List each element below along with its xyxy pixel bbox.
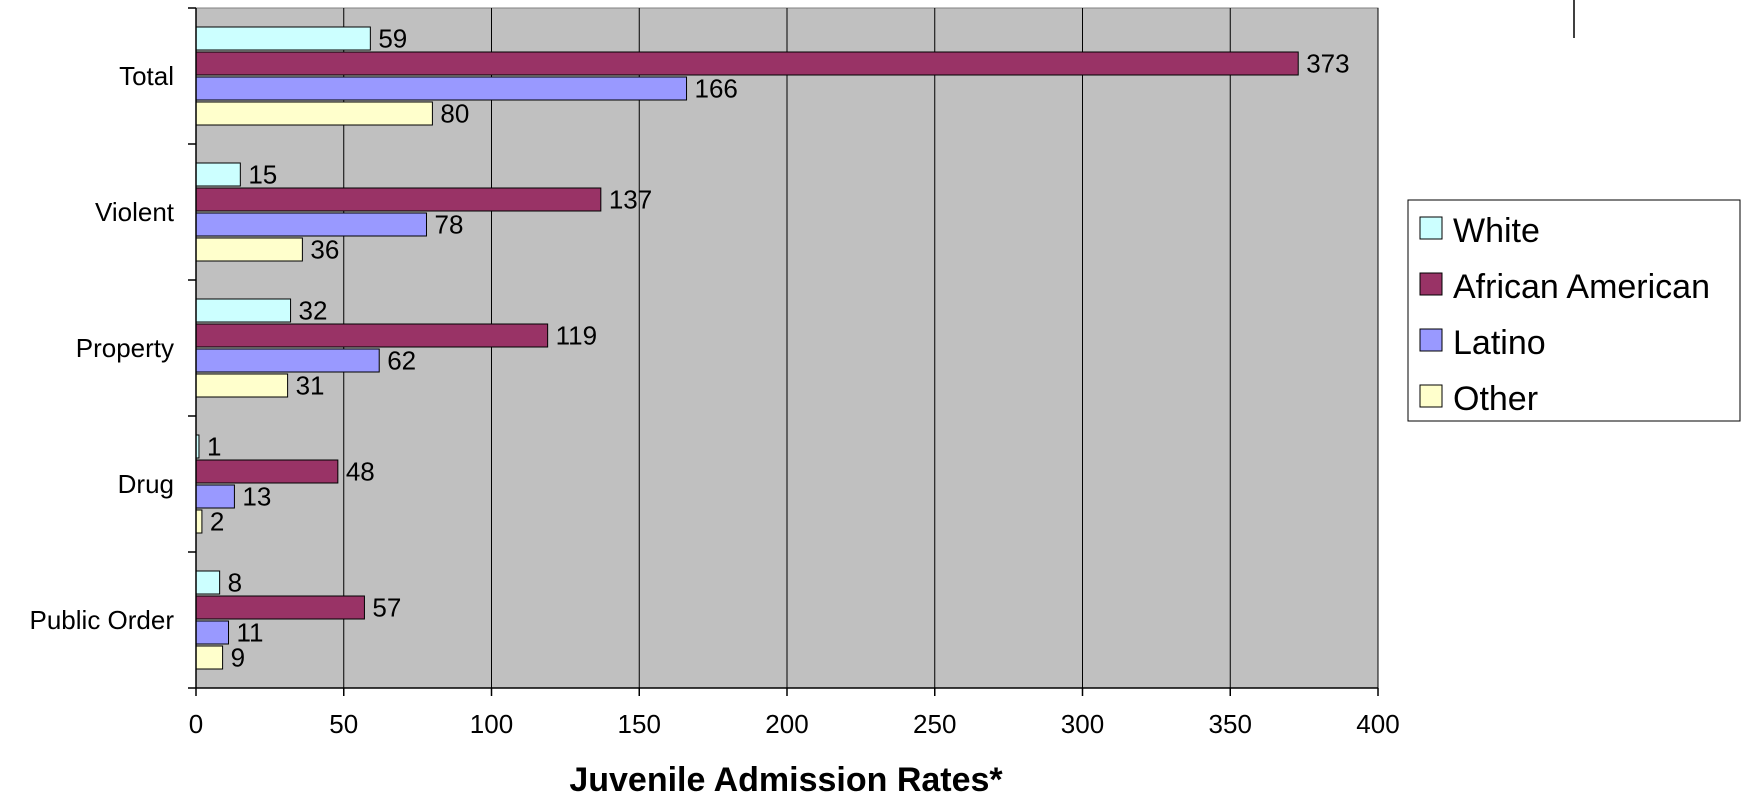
data-label: 1 xyxy=(207,432,221,462)
bar xyxy=(195,51,1299,76)
x-tick-label: 250 xyxy=(913,709,956,739)
bar xyxy=(195,101,433,126)
category-label: Violent xyxy=(95,197,175,227)
data-label: 2 xyxy=(210,507,224,537)
legend-label: Latino xyxy=(1453,324,1546,362)
legend-swatch xyxy=(1419,328,1443,352)
data-label: 36 xyxy=(310,235,339,265)
legend-box xyxy=(1407,199,1741,422)
bars: 59 373 166 80 15 137 78 36 32 119 62 31 1 48 13 2 8 57 119 xyxy=(195,24,1350,673)
data-label: 59 xyxy=(378,24,407,54)
category-label: Public Order xyxy=(30,605,175,635)
data-label: 9 xyxy=(231,643,245,673)
legend-label: African American xyxy=(1453,268,1710,306)
legend-swatch xyxy=(1419,384,1443,408)
bar xyxy=(195,484,235,509)
category-label: Total xyxy=(119,61,174,91)
bar xyxy=(195,323,549,348)
bar xyxy=(195,212,427,237)
bar xyxy=(195,237,303,262)
x-axis-title: Juvenile Admission Rates* xyxy=(569,761,1003,797)
bar xyxy=(195,459,339,484)
data-label: 32 xyxy=(299,296,328,326)
data-label: 119 xyxy=(556,321,597,351)
bar xyxy=(195,620,230,645)
data-label: 62 xyxy=(387,346,416,376)
data-label: 13 xyxy=(242,482,271,512)
x-tick-label: 100 xyxy=(470,709,513,739)
bar xyxy=(195,26,371,51)
data-label: 8 xyxy=(228,568,242,598)
data-label: 48 xyxy=(346,457,375,487)
bar xyxy=(195,645,224,670)
x-tick-label: 400 xyxy=(1356,709,1399,739)
data-label: 166 xyxy=(695,74,738,104)
legend-swatch xyxy=(1419,216,1443,240)
data-label: 80 xyxy=(440,99,469,129)
legend-swatch xyxy=(1419,272,1443,296)
data-label: 78 xyxy=(434,210,463,240)
category-label: Property xyxy=(76,333,174,363)
data-label: 373 xyxy=(1306,49,1349,79)
legend: White African American Latino Other xyxy=(1407,199,1741,422)
x-tick-label: 50 xyxy=(329,709,358,739)
x-tick-label: 150 xyxy=(618,709,661,739)
data-label: 15 xyxy=(248,160,277,190)
data-label: 57 xyxy=(372,593,401,623)
data-label: 11 xyxy=(237,618,264,648)
x-tick-label: 350 xyxy=(1209,709,1252,739)
legend-label: White xyxy=(1453,212,1540,250)
bar xyxy=(195,595,365,620)
data-label: 137 xyxy=(609,185,652,215)
x-ticks: 0 50 100 150 200 250 300 350 400 xyxy=(189,688,1400,739)
category-labels: Total Violent Property Drug Public Order xyxy=(30,7,196,689)
bar xyxy=(195,509,203,534)
legend-label: Other xyxy=(1453,380,1538,418)
data-label: 31 xyxy=(296,371,325,401)
bar xyxy=(195,298,292,323)
bar xyxy=(195,373,289,398)
bar xyxy=(195,187,602,212)
x-tick-label: 0 xyxy=(189,709,203,739)
bar xyxy=(195,76,688,101)
x-tick-label: 300 xyxy=(1061,709,1104,739)
category-label: Drug xyxy=(118,469,174,499)
bar xyxy=(195,162,241,187)
bar xyxy=(195,348,380,373)
x-tick-label: 200 xyxy=(765,709,808,739)
bar xyxy=(195,570,221,595)
